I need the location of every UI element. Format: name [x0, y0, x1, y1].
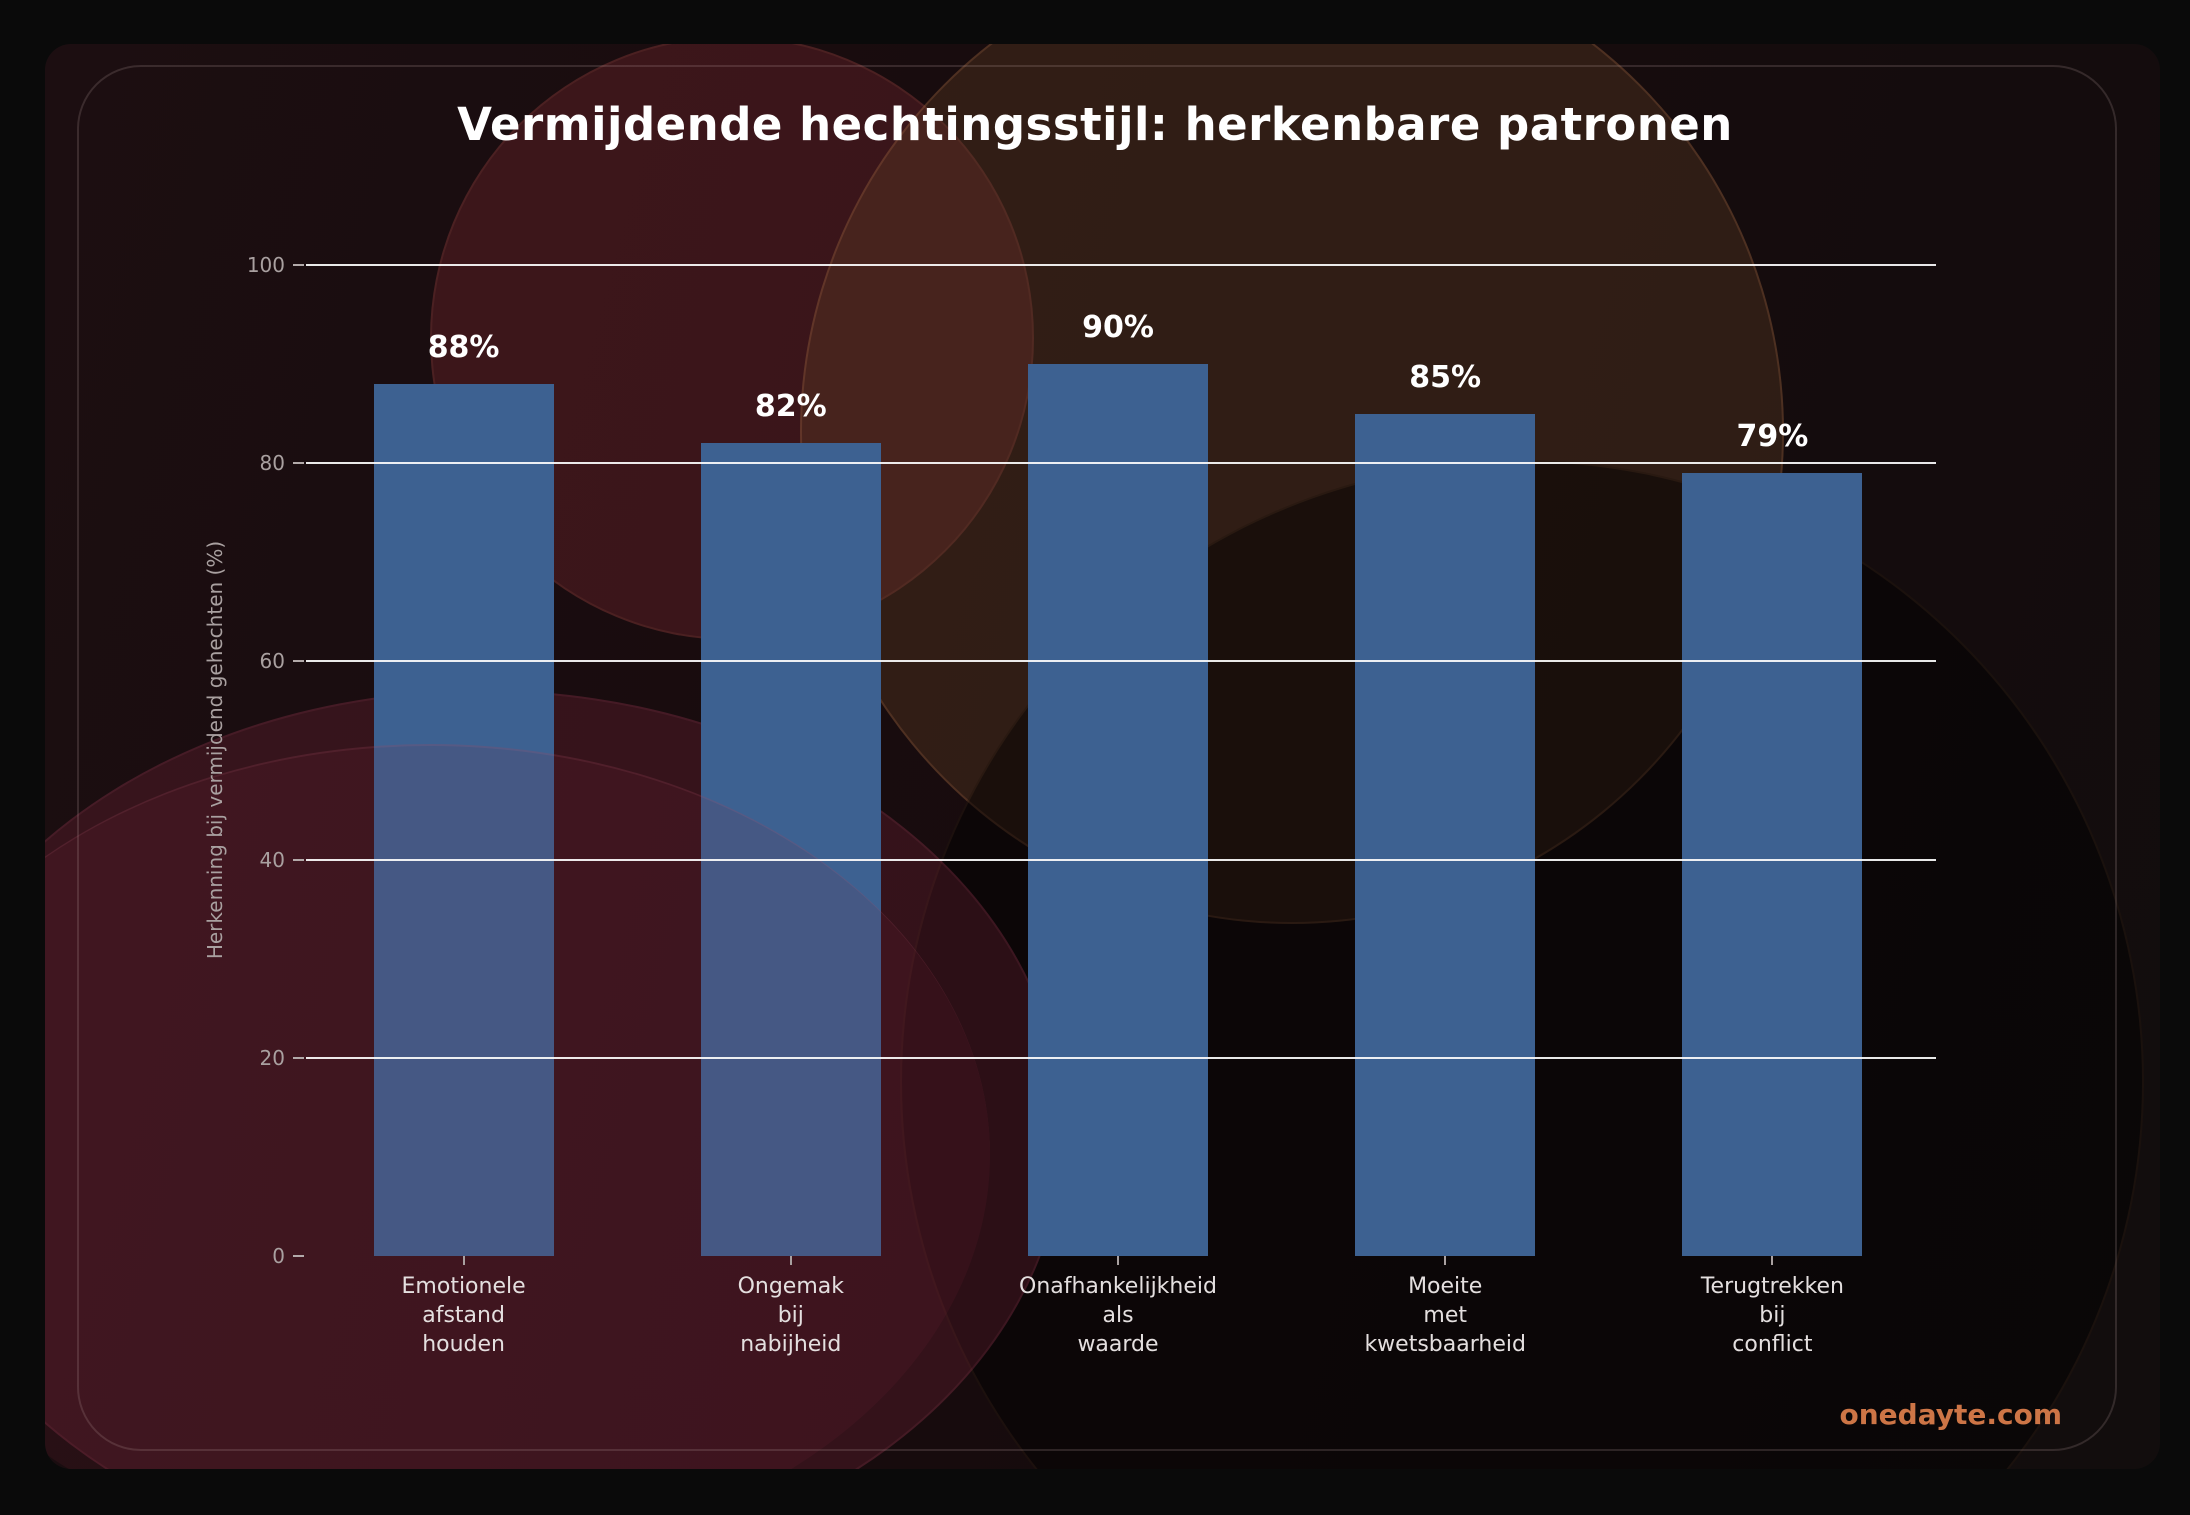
y-gridline	[306, 264, 1936, 266]
y-tick-label: 100	[246, 253, 285, 277]
y-tick-label: 60	[259, 649, 285, 674]
y-tick-label: 0	[272, 1244, 285, 1268]
y-tick-label: 20	[259, 1045, 285, 1070]
y-tick-mark	[293, 660, 304, 663]
y-tick-label: 40	[259, 847, 285, 872]
bar-value-label: 79%	[1736, 419, 1809, 455]
bar-4	[1355, 413, 1536, 1256]
x-category-label: Onafhankelijkheid als waarde	[1019, 1274, 1217, 1357]
y-gridline	[306, 1056, 1936, 1059]
x-category-label: Emotionele afstand houden	[401, 1274, 526, 1357]
y-tick-mark	[293, 1056, 304, 1059]
bar-3	[1028, 364, 1208, 1256]
bar-value-label: 82%	[754, 389, 827, 425]
chart-title: Vermijdende hechtingsstijl: herkenbare p…	[457, 98, 1733, 151]
x-category-label: Moeite met kwetsbaarheid	[1364, 1274, 1526, 1357]
x-tick-mark	[462, 1256, 465, 1265]
x-tick-mark	[1771, 1256, 1774, 1265]
bar-value-label: 90%	[1082, 310, 1154, 346]
y-tick-mark	[293, 264, 304, 266]
bar-value-label: 85%	[1409, 359, 1482, 395]
y-tick-mark	[293, 462, 304, 465]
y-gridline	[306, 660, 1936, 663]
watermark: onedayte.com	[1839, 1398, 2062, 1431]
bar-value-label: 88%	[427, 329, 500, 365]
y-axis-label: Herkenning bij vermijdend gehechten (%)	[203, 540, 227, 960]
x-tick-mark	[789, 1256, 792, 1265]
y-tick-label: 80	[259, 451, 285, 476]
x-category-label: Ongemak bij nabijheid	[737, 1274, 844, 1357]
y-tick-mark	[293, 858, 304, 861]
bar-5	[1682, 473, 1863, 1256]
y-gridline	[306, 858, 1936, 861]
x-tick-mark	[1117, 1256, 1119, 1265]
x-category-label: Terugtrekken bij conflict	[1700, 1274, 1844, 1357]
x-tick-mark	[1444, 1256, 1447, 1265]
y-gridline	[306, 462, 1936, 465]
y-tick-mark	[293, 1255, 304, 1257]
